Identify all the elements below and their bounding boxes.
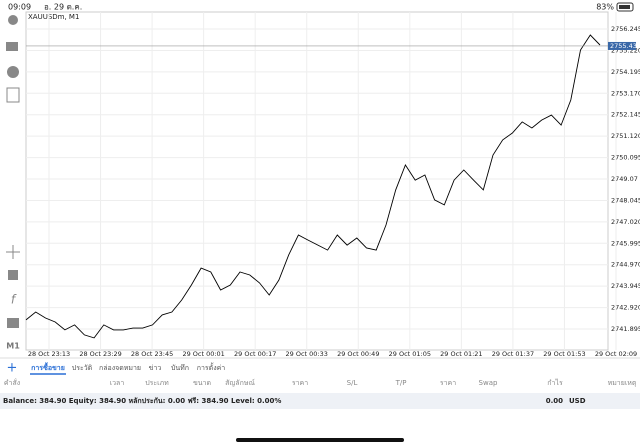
x-tick-label: 29 Oct 01:21 xyxy=(440,350,482,358)
add-button[interactable]: + xyxy=(7,361,18,376)
y-tick-label: 2754.195 xyxy=(611,68,640,76)
column-header: S/L xyxy=(347,379,358,387)
x-tick-label: 29 Oct 02:09 xyxy=(595,350,637,358)
column-header: หมายเหตุ xyxy=(608,379,637,387)
crosshair-icon[interactable] xyxy=(6,245,20,259)
column-header: T/P xyxy=(395,379,407,387)
tab[interactable]: การซื้อขาย xyxy=(31,361,65,372)
y-tick-label: 2745.995 xyxy=(611,239,640,247)
tab[interactable]: บันทึก xyxy=(171,363,189,372)
column-header: ราคา xyxy=(292,379,308,387)
plot-frame xyxy=(25,11,609,351)
x-tick-label: 29 Oct 00:33 xyxy=(286,350,328,358)
y-tick-label: 2751.120 xyxy=(611,132,640,140)
tab[interactable]: ข่าว xyxy=(149,364,162,372)
y-tick-label: 2750.095 xyxy=(611,154,640,162)
tab[interactable]: กล่องจดหมาย xyxy=(99,364,141,372)
account-bar xyxy=(0,393,640,409)
toolbar: f xyxy=(6,15,20,328)
y-tick-label: 2747.020 xyxy=(611,218,640,226)
x-tick-label: 29 Oct 00:01 xyxy=(182,350,224,358)
price-line xyxy=(25,34,601,339)
battery-percent: 83% xyxy=(596,3,614,12)
y-tick-label: 2753.170 xyxy=(611,89,640,97)
y-tick-label: 2749.07 xyxy=(611,175,638,183)
column-header: ประเภท xyxy=(145,379,169,387)
y-tick-label: 2742.920 xyxy=(611,304,640,312)
y-tick-label: 2743.945 xyxy=(611,282,640,290)
y-tick-label: 2741.895 xyxy=(611,325,640,333)
account-icon[interactable] xyxy=(8,15,18,25)
x-tick-label: 29 Oct 01:05 xyxy=(389,350,431,358)
column-header: ขนาด xyxy=(193,379,211,387)
x-tick-label: 29 Oct 01:53 xyxy=(543,350,585,358)
column-header: เวลา xyxy=(110,379,125,387)
indicators-icon[interactable] xyxy=(8,270,18,280)
column-header: Swap xyxy=(479,379,498,387)
y-tick-label: 2744.970 xyxy=(611,261,640,269)
chat-icon[interactable] xyxy=(7,66,19,78)
tab[interactable]: ประวัติ xyxy=(72,364,93,372)
x-tick-label: 28 Oct 23:45 xyxy=(131,350,173,358)
x-tick-label: 29 Oct 00:17 xyxy=(234,350,276,358)
column-header: คำสั่ง xyxy=(4,378,20,387)
y-tick-label: 2756.245 xyxy=(611,25,640,33)
battery-icon xyxy=(616,2,634,12)
x-tick-label: 28 Oct 23:13 xyxy=(28,350,70,358)
x-tick-label: 29 Oct 00:49 xyxy=(337,350,379,358)
home-indicator xyxy=(236,438,404,442)
timeframe-button[interactable]: M1 xyxy=(6,342,20,351)
y-tick-label: 2748.045 xyxy=(611,196,640,204)
new-order-icon[interactable] xyxy=(6,87,20,103)
tab-bar: การซื้อขาย ประวัติ กล่องจดหมาย ข่าว บันทึก กา… xyxy=(30,361,226,375)
symbol-label: XAUUSDm, M1 xyxy=(28,13,79,21)
current-price-label: 2755.435 xyxy=(610,42,640,50)
table-header: คำสั่ง เวลา ประเภท ขนาด สัญลักษณ์ ราคา S/L T/P ร… xyxy=(4,378,637,387)
y-tick-label: 2755.220 xyxy=(611,46,640,54)
column-header: สัญลักษณ์ xyxy=(225,379,255,387)
clock: 09:09 xyxy=(8,3,31,12)
objects-icon[interactable] xyxy=(7,318,19,328)
column-header: กำไร xyxy=(547,378,563,387)
chart: 2756.245 2755.220 2754.195 2753.170 2752.145… xyxy=(25,12,640,358)
tab[interactable]: การตั้งค่า xyxy=(197,361,226,372)
account-summary: Balance: 384.90 Equity: 384.90 หลักประกั… xyxy=(3,397,281,405)
column-header: ราคา xyxy=(440,379,456,387)
current-price-box xyxy=(608,41,636,50)
profit-total: 0.00 xyxy=(546,397,563,405)
trade-icon[interactable] xyxy=(6,42,18,51)
y-tick-label: 2752.145 xyxy=(611,111,640,119)
currency: USD xyxy=(569,397,586,405)
battery-level xyxy=(619,5,630,9)
function-icon[interactable]: f xyxy=(11,293,17,307)
x-tick-label: 29 Oct 01:37 xyxy=(492,350,534,358)
date: อ. 29 ต.ค. xyxy=(44,3,82,12)
x-tick-label: 28 Oct 23:29 xyxy=(79,350,121,358)
